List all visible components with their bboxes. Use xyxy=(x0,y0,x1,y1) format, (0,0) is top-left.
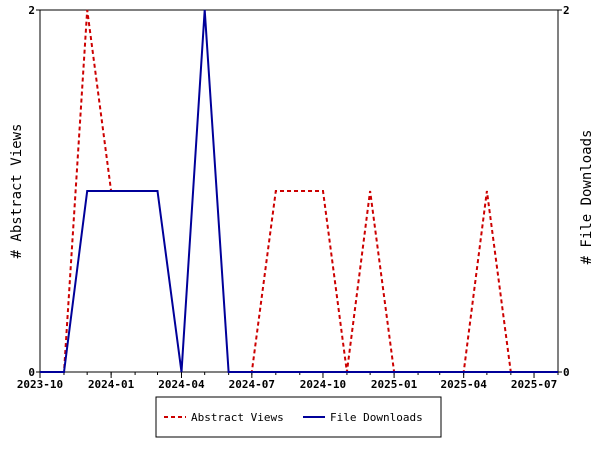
series-line-file-downloads xyxy=(40,9,558,373)
x-tick-label: 2025-01 xyxy=(371,378,418,391)
series-layer xyxy=(40,9,558,373)
legend-box xyxy=(155,396,442,438)
x-tick-label: 2024-07 xyxy=(229,378,275,391)
y-axis: 0 2 0 2 xyxy=(28,4,569,379)
legend: Abstract Views File Downloads xyxy=(155,396,442,438)
legend-label-abstract-views: Abstract Views xyxy=(191,411,284,424)
y-right-tick-label: 2 xyxy=(563,4,570,17)
y-right-tick-label: 0 xyxy=(563,366,570,379)
x-tick-label: 2025-07 xyxy=(511,378,557,391)
x-tick-label: 2023-10 xyxy=(17,378,63,391)
x-tick-label: 2024-01 xyxy=(88,378,135,391)
x-tick-label: 2024-04 xyxy=(158,378,205,391)
y-left-tick-label: 2 xyxy=(28,4,35,17)
y-axis-right-title: # File Downloads xyxy=(579,130,595,265)
x-tick-label: 2025-04 xyxy=(440,378,487,391)
x-axis: 2023-10 2024-01 2024-04 2024-07 2024-10 2025-… xyxy=(17,372,559,391)
x-tick-label: 2024-10 xyxy=(300,378,346,391)
legend-label-file-downloads: File Downloads xyxy=(330,411,423,424)
y-left-tick-label: 0 xyxy=(28,366,35,379)
series-line-abstract-views xyxy=(40,9,113,373)
y-axis-left-title: # Abstract Views xyxy=(9,124,25,259)
